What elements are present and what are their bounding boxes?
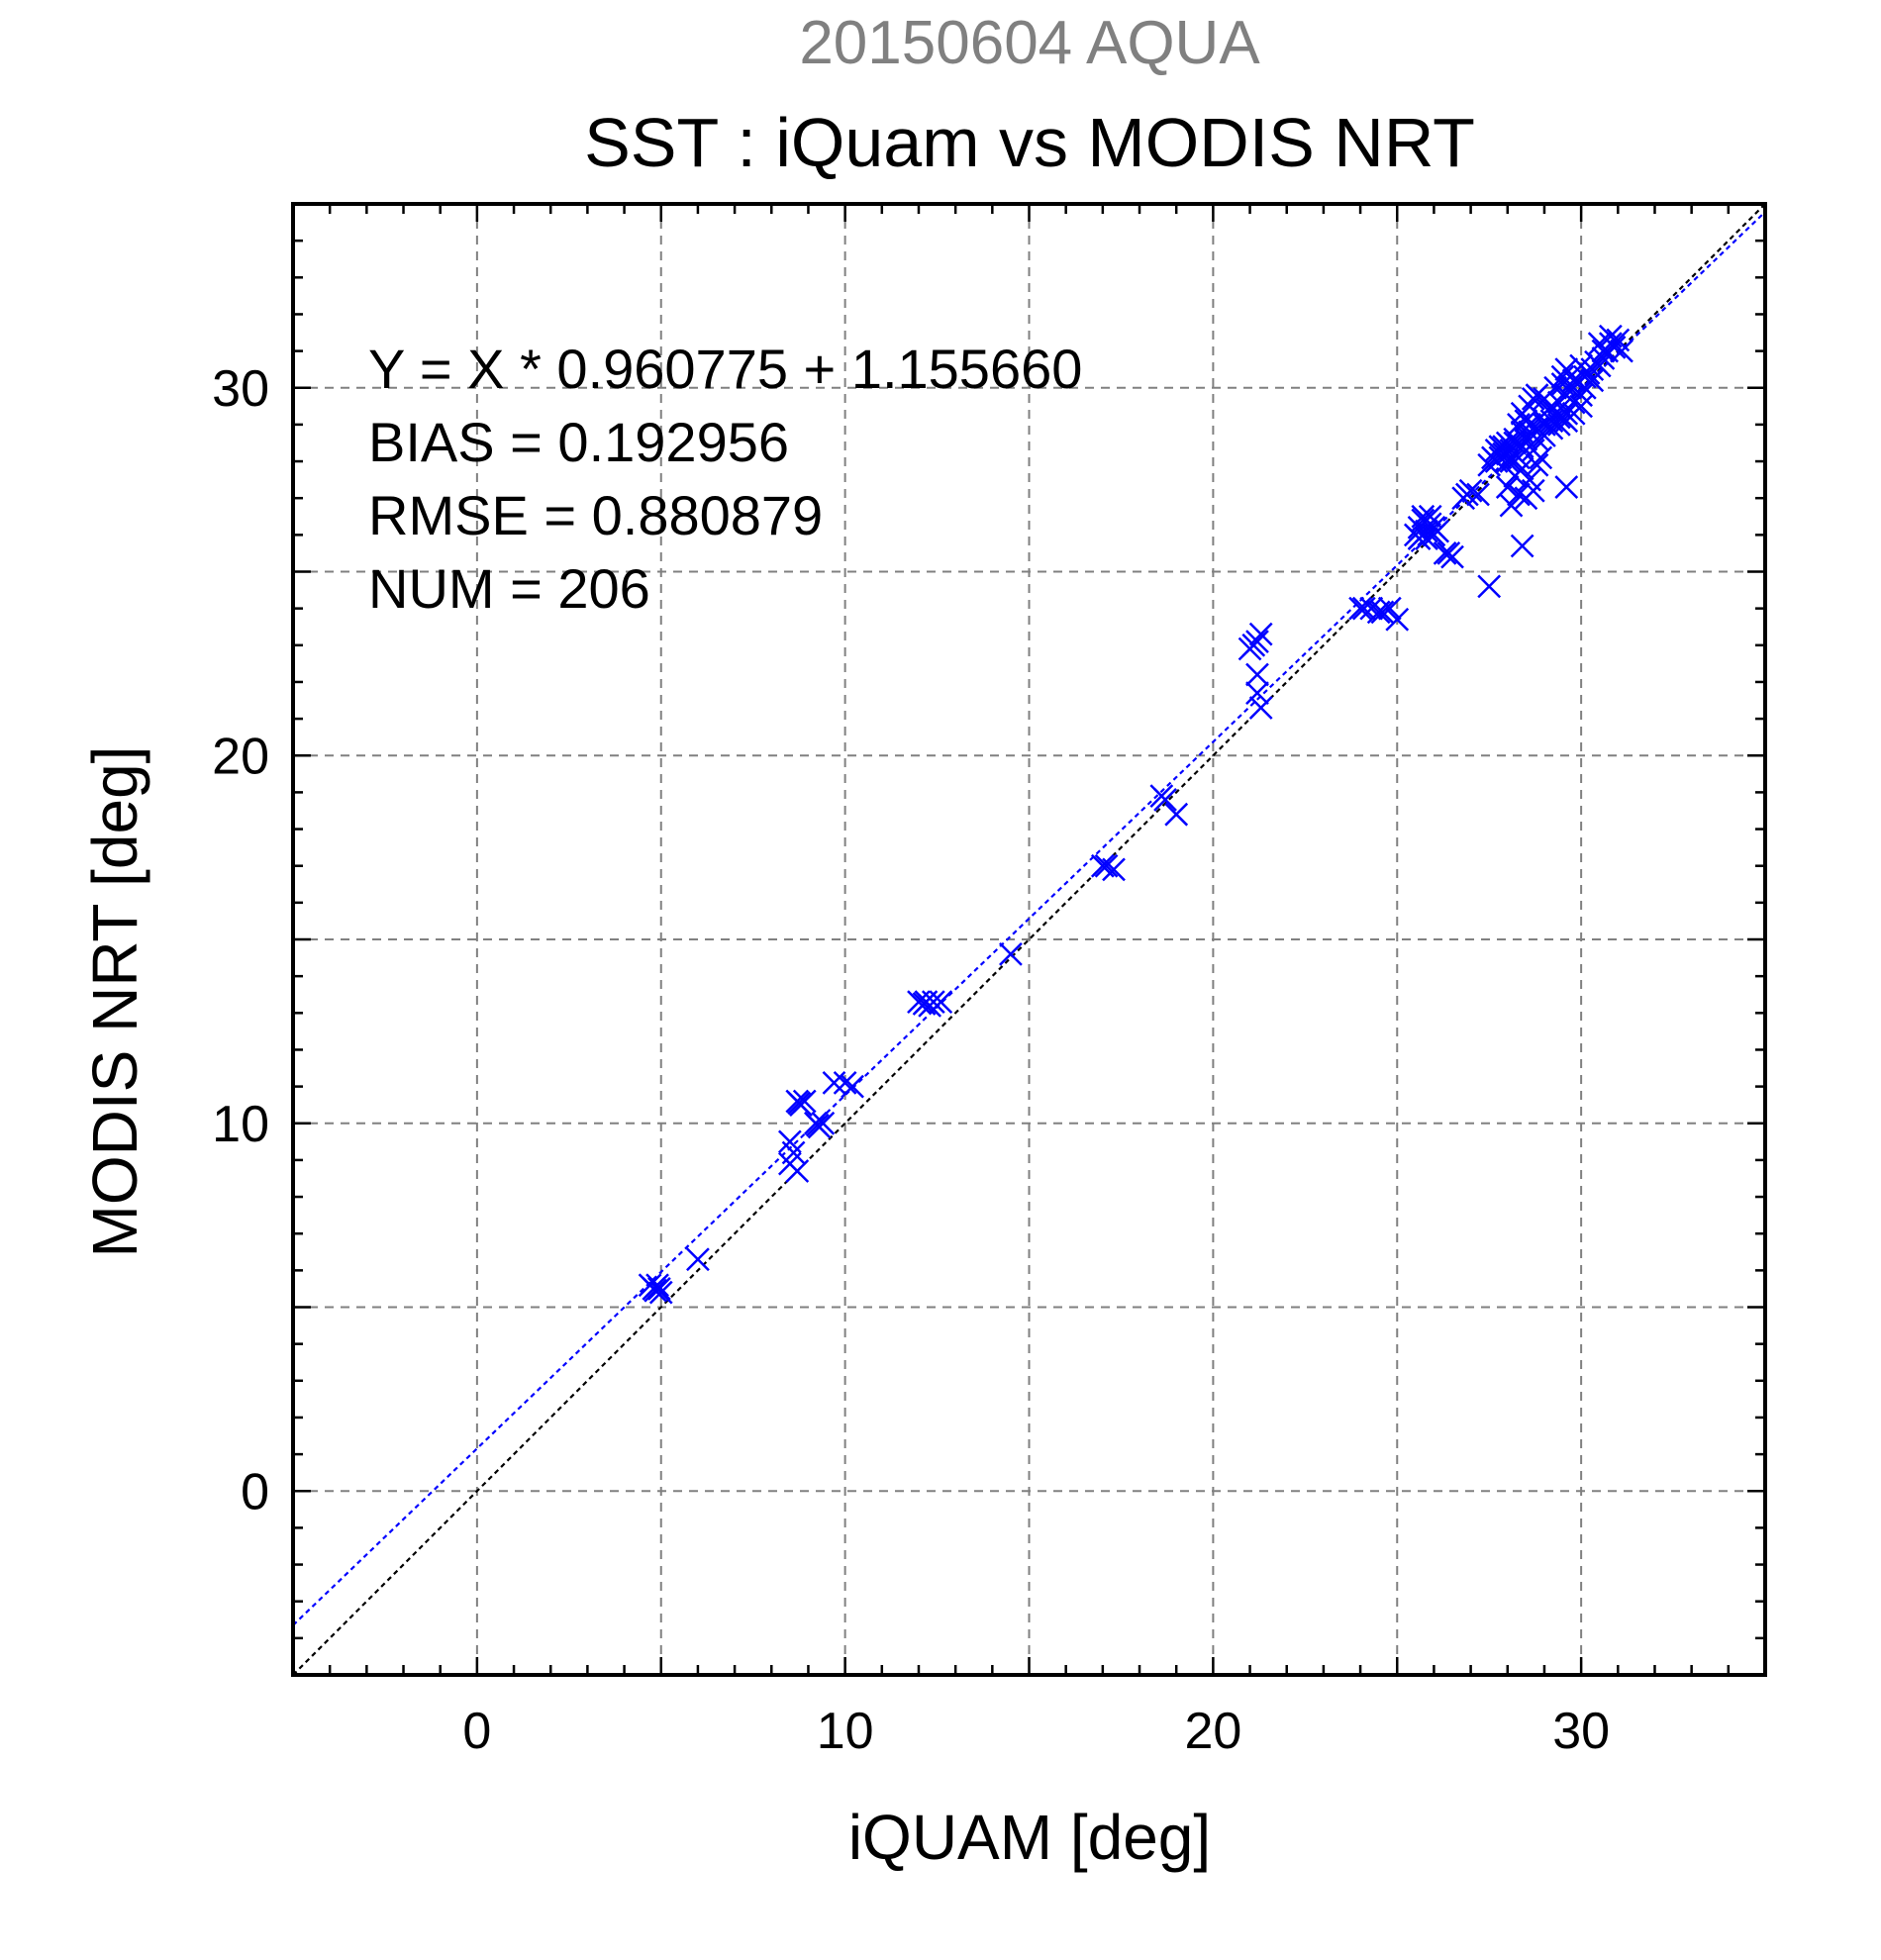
data-point [1248,622,1273,646]
data-point [1094,853,1119,878]
data-point [811,1111,836,1135]
data-point [1525,383,1549,408]
fit-stat-line: Y = X * 0.960775 + 1.155660 [368,338,1082,400]
data-point [645,1273,669,1298]
data-point [1499,493,1524,518]
data-point [1529,445,1553,470]
data-point [1521,478,1545,503]
fit-statistics: Y = X * 0.960775 + 1.155660 BIAS = 0.1929… [368,338,1082,620]
data-point [1495,431,1520,455]
data-point [1591,339,1616,363]
fit-stat-line: RMSE = 0.880879 [368,484,823,546]
reference-lines [293,204,1765,1675]
data-point [647,1277,671,1301]
y-tick-label: 20 [212,728,269,785]
data-point [1525,452,1549,477]
data-point [1525,427,1549,451]
data-point [1569,383,1594,408]
data-point [787,1091,812,1116]
data-point [841,1074,864,1099]
data-point [1415,527,1438,550]
data-point [1495,475,1520,499]
grid-lines [293,204,1765,1675]
x-tick-label: 0 [462,1703,491,1760]
data-point [1248,696,1273,720]
data-point [1466,482,1490,507]
data-point [1587,353,1612,378]
data-point [1385,607,1410,632]
data-point [1418,504,1442,529]
data-point [1245,662,1269,687]
data-point [648,1280,673,1305]
data-point [833,1071,857,1095]
data-point [1102,857,1126,882]
y-tick-label: 0 [241,1463,269,1520]
data-point [1477,452,1502,477]
data-point [1454,482,1479,507]
data-point [1245,630,1269,653]
data-point [1569,394,1594,419]
data-point [1164,802,1189,827]
data-point [822,1071,846,1095]
fit-stat-line: BIAS = 0.192956 [368,411,789,473]
data-point [1510,534,1534,558]
data-point [792,1089,817,1114]
data-point [777,1129,802,1154]
data-point [1495,441,1520,466]
data-point [1426,519,1450,543]
data-point [1370,600,1395,625]
y-tick-label: 10 [212,1096,269,1153]
data-point [1580,368,1605,393]
x-tick-label: 10 [817,1703,874,1760]
data-point [999,941,1023,966]
data-point [1546,413,1571,437]
data-point [1518,413,1541,437]
data-point [1554,401,1579,426]
fit-line [293,211,1765,1626]
data-point [1477,574,1502,599]
data-point [644,1278,668,1303]
data-point [805,1113,830,1137]
data-point [1598,324,1623,348]
x-axis-label: iQUAM [deg] [848,1802,1211,1873]
data-point [1377,596,1402,621]
data-point [1348,596,1372,621]
data-points [638,324,1634,1305]
chart-supertitle: 20150604 AQUA [799,9,1260,77]
data-point [1610,339,1634,363]
data-point [1351,596,1376,621]
y-axis-label: MODIS NRT [deg] [79,746,150,1258]
fit-stat-line: NUM = 206 [368,557,650,620]
plot-frame [291,202,1767,1677]
data-point [785,1159,810,1183]
chart-title: SST : iQuam vs MODIS NRT [584,104,1475,181]
data-point [686,1247,710,1272]
data-point [1433,541,1457,565]
data-point [1436,541,1461,565]
data-point [1518,394,1541,419]
y-tick-labels: 0 10 20 30 [212,360,269,1521]
data-point [1507,482,1531,507]
data-point [1546,405,1571,430]
data-point [1550,372,1575,396]
data-point [1153,787,1177,812]
x-tick-label: 20 [1184,1703,1241,1760]
data-point [921,990,945,1015]
y-tick-label: 30 [212,360,269,418]
x-tick-label: 30 [1552,1703,1610,1760]
data-point [1587,332,1612,356]
data-point [1484,449,1509,473]
data-point [1554,475,1579,499]
data-point [1407,527,1432,550]
data-point [1245,681,1269,705]
data-point [912,992,937,1016]
x-tick-labels: 0 10 20 30 [462,1703,1610,1760]
